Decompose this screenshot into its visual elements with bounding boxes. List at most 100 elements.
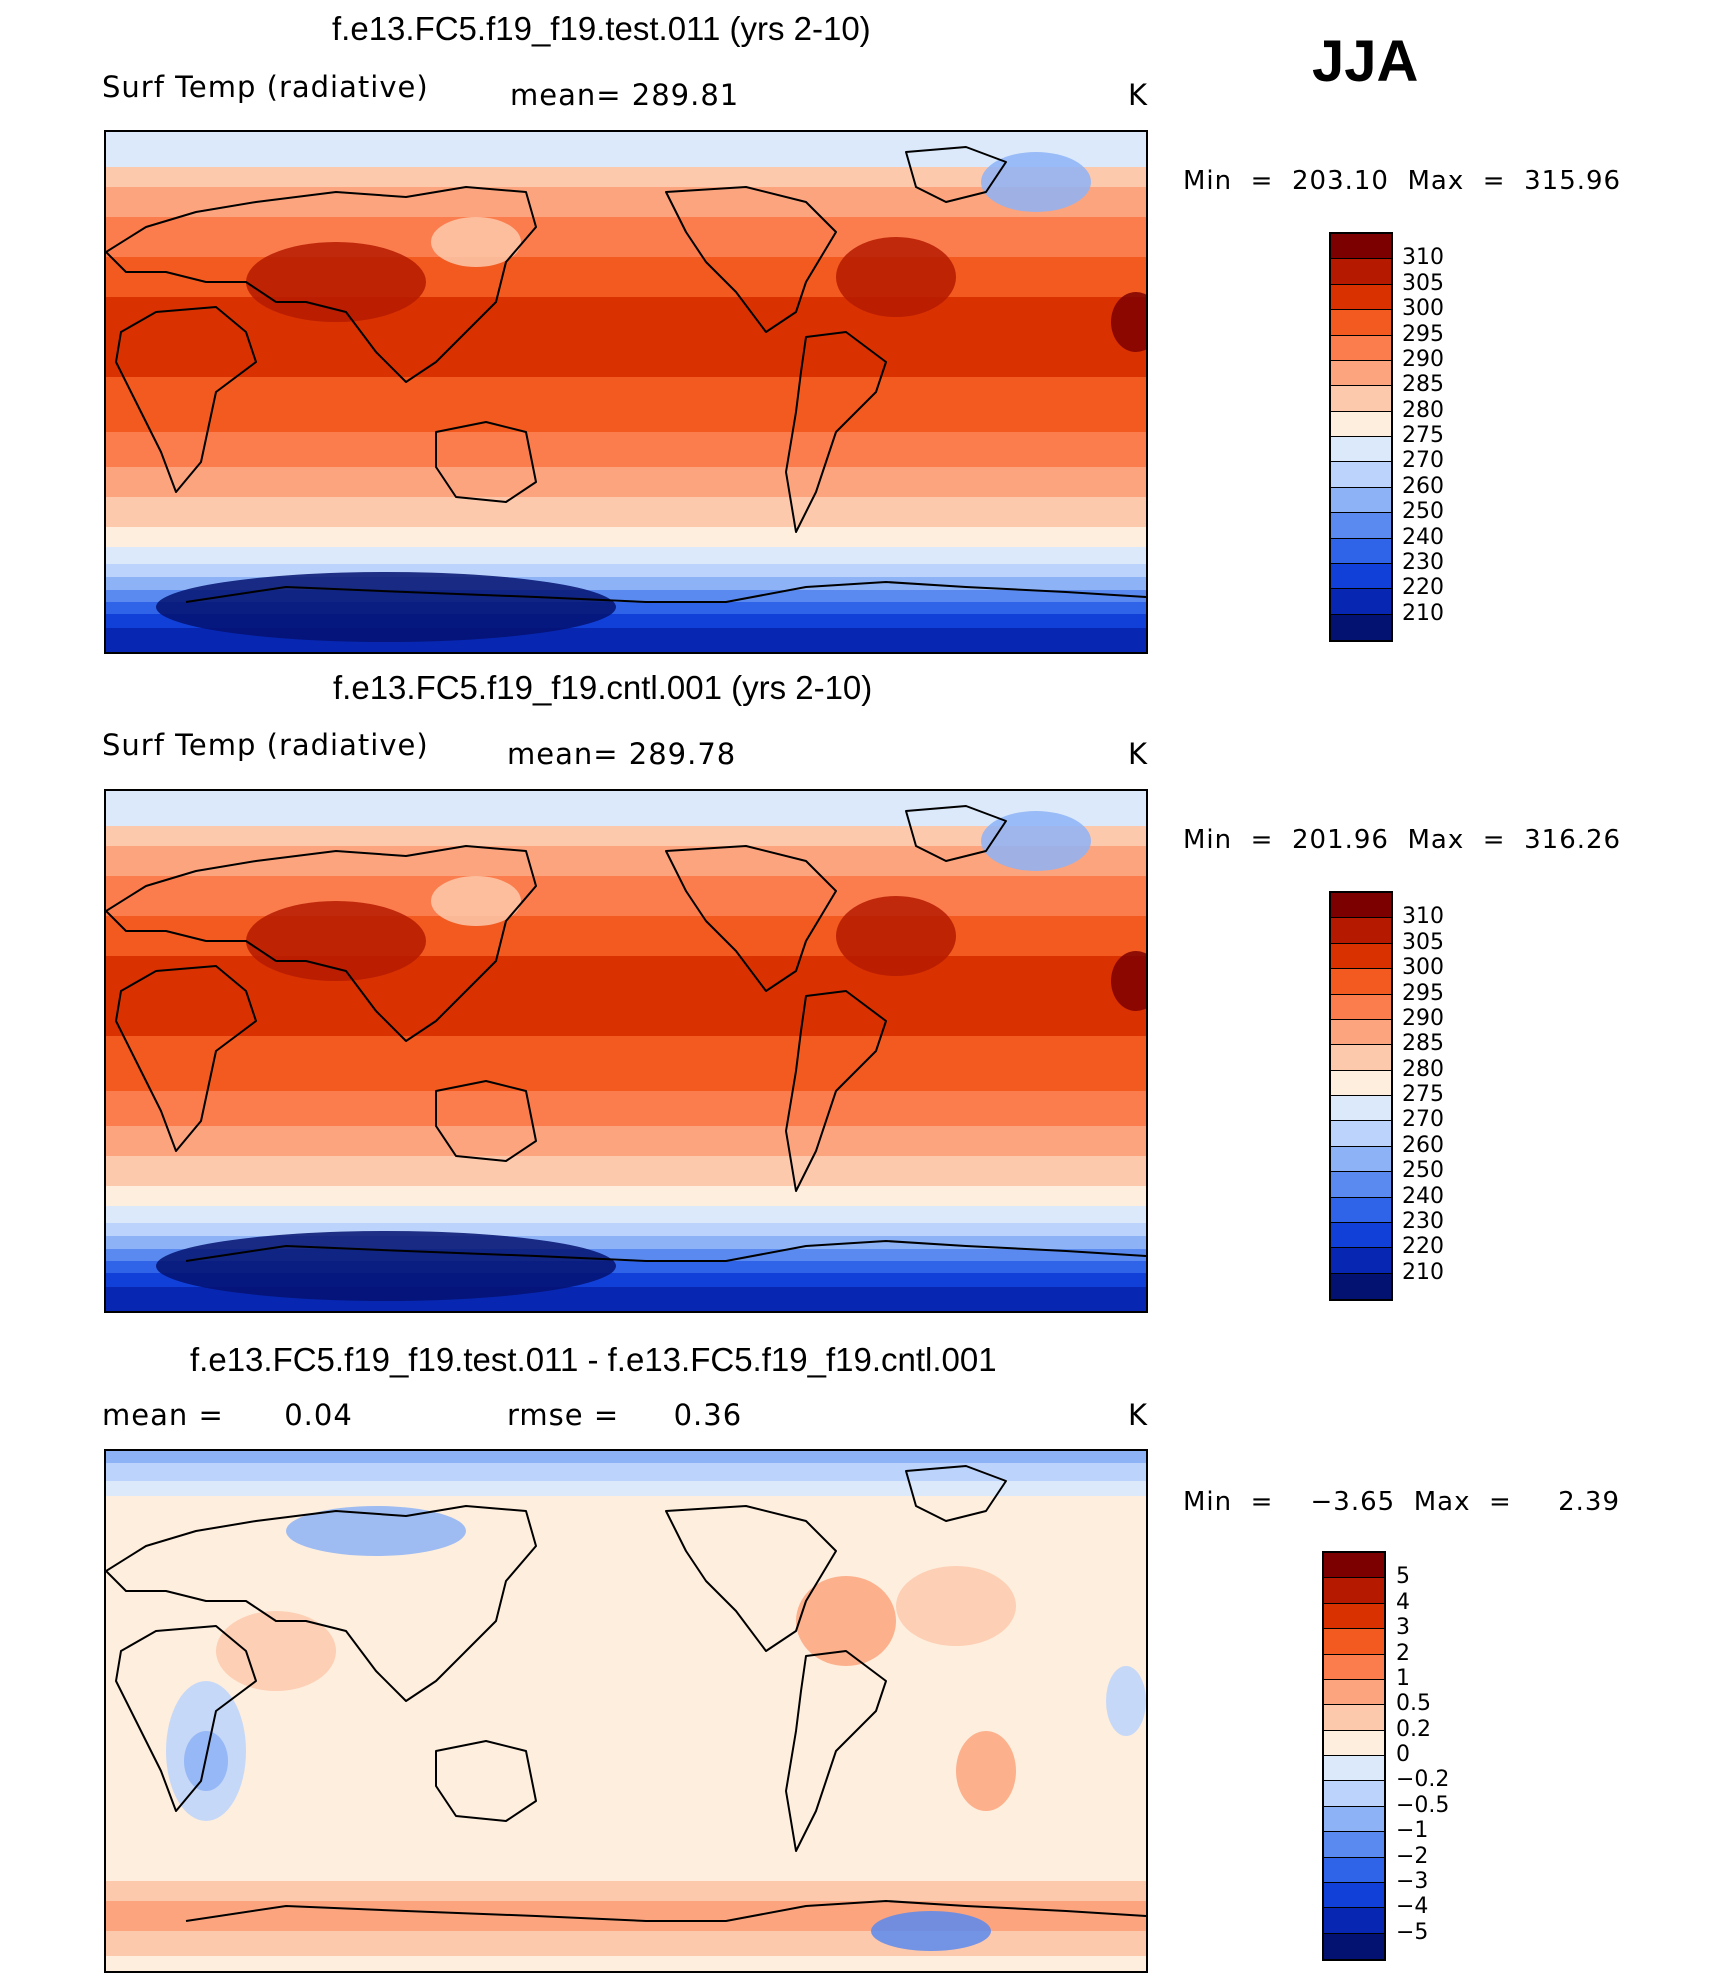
colorbar-swatch (1331, 234, 1391, 260)
colorbar-swatch (1324, 1756, 1384, 1782)
colorbar-swatch (1331, 462, 1391, 488)
panel2-min-label: Min = (1183, 825, 1292, 855)
field-band (106, 791, 1146, 826)
field-band (106, 467, 1146, 497)
panel3-mean-label: mean = (102, 1398, 224, 1432)
colorbar-swatch (1331, 1019, 1391, 1046)
coastline (785, 1650, 887, 1852)
field-feature (1111, 292, 1146, 352)
colorbar-swatch (1331, 437, 1391, 463)
colorbar-swatch (1331, 1172, 1391, 1198)
colorbar-swatch (1324, 1857, 1384, 1883)
panel3-min-label: Min = (1183, 1487, 1311, 1517)
coastline (115, 306, 257, 493)
field-band (106, 876, 1146, 916)
field-feature (796, 1576, 896, 1666)
colorbar-swatch (1331, 1146, 1391, 1173)
colorbar-tick-label: 260 (1402, 473, 1444, 499)
colorbar-swatch (1331, 563, 1391, 590)
field-band (106, 826, 1146, 846)
panel2-max-value: 316.26 (1524, 825, 1622, 855)
colorbar-tick-label: 270 (1402, 1107, 1444, 1133)
coastline (785, 331, 887, 533)
field-band (106, 297, 1146, 377)
colorbar-tick-label: 290 (1402, 346, 1444, 372)
colorbar-tick-label: −0.5 (1396, 1792, 1450, 1818)
colorbar-tick-label: 220 (1402, 1234, 1444, 1260)
field-band (106, 1206, 1146, 1223)
colorbar-swatch (1324, 1832, 1384, 1858)
colorbar-swatch (1331, 513, 1391, 539)
colorbar-swatch (1324, 1730, 1384, 1756)
field-feature (1111, 951, 1146, 1011)
coastline (435, 1740, 537, 1822)
field-feature (981, 152, 1091, 212)
panel2-minmax: Min = 201.96 Max = 316.26 (1183, 825, 1621, 855)
panel1-mean: mean= 289.81 (510, 78, 740, 112)
colorbar-tick-label: 250 (1402, 499, 1444, 525)
colorbar-tick-label: 220 (1402, 575, 1444, 601)
panel2-colorbar (1329, 891, 1393, 1301)
field-band (106, 564, 1146, 577)
panel2-title: f.e13.FC5.f19_f19.cntl.001 (yrs 2-10) (333, 669, 873, 706)
panel3-mean: mean = 0.04 (102, 1398, 353, 1432)
colorbar-tick-label: 2 (1396, 1640, 1410, 1666)
field-feature (431, 217, 521, 267)
panel3-map (104, 1449, 1148, 1973)
field-band (106, 547, 1146, 564)
colorbar-swatch (1324, 1781, 1384, 1807)
field-feature (836, 237, 956, 317)
colorbar-swatch (1324, 1553, 1384, 1579)
colorbar-swatch (1324, 1908, 1384, 1934)
field-band (106, 1223, 1146, 1236)
field-band (106, 132, 1146, 167)
colorbar-swatch (1324, 1679, 1384, 1706)
panel3-max-value: 2.39 (1558, 1487, 1621, 1517)
field-band (106, 1186, 1146, 1206)
colorbar-swatch (1324, 1933, 1384, 1959)
field-feature (156, 1231, 616, 1301)
panel1-units: K (1128, 78, 1149, 112)
colorbar-tick-label: 310 (1402, 245, 1444, 271)
panel3-map-plot (106, 1451, 1146, 1971)
colorbar-tick-label: −4 (1396, 1894, 1429, 1920)
field-band (106, 1451, 1146, 1463)
colorbar-swatch (1331, 310, 1391, 336)
panel1-min-label: Min = (1183, 166, 1292, 196)
colorbar-swatch (1324, 1603, 1384, 1630)
colorbar-tick-label: −2 (1396, 1843, 1429, 1869)
field-feature (836, 896, 956, 976)
colorbar-swatch (1331, 284, 1391, 311)
colorbar-tick-label: 210 (1402, 600, 1444, 626)
colorbar-swatch (1331, 1273, 1391, 1299)
panel3-rmse-value: 0.36 (673, 1398, 743, 1432)
panel3-rmse: rmse = 0.36 (507, 1398, 742, 1432)
field-band (106, 1126, 1146, 1156)
panel1-map (104, 130, 1148, 654)
coastline (185, 1900, 1146, 1922)
colorbar-swatch (1331, 411, 1391, 437)
colorbar-swatch (1331, 994, 1391, 1020)
colorbar-tick-label: 210 (1402, 1259, 1444, 1285)
field-band (106, 1931, 1146, 1956)
coastline (106, 845, 537, 1042)
coastline (106, 186, 537, 383)
colorbar-swatch (1324, 1806, 1384, 1833)
colorbar-swatch (1331, 589, 1391, 615)
field-band (106, 432, 1146, 467)
field-feature (216, 1611, 336, 1691)
field-feature (981, 811, 1091, 871)
colorbar-tick-label: 295 (1402, 321, 1444, 347)
colorbar-tick-label: 5 (1396, 1564, 1410, 1590)
colorbar-tick-label: −3 (1396, 1868, 1429, 1894)
coastline (785, 990, 887, 1192)
colorbar-swatch (1331, 1248, 1391, 1274)
panel1-max-value: 315.96 (1524, 166, 1622, 196)
colorbar-tick-label: 0.5 (1396, 1691, 1431, 1717)
colorbar-tick-label: 260 (1402, 1132, 1444, 1158)
colorbar-tick-label: 275 (1402, 1082, 1444, 1107)
field-feature (156, 572, 616, 642)
colorbar-tick-label: 4 (1396, 1589, 1410, 1615)
panel3-title: f.e13.FC5.f19_f19.test.011 - f.e13.FC5.f… (190, 1341, 997, 1378)
panel3-minmax: Min = −3.65 Max = 2.39 (1183, 1487, 1620, 1517)
